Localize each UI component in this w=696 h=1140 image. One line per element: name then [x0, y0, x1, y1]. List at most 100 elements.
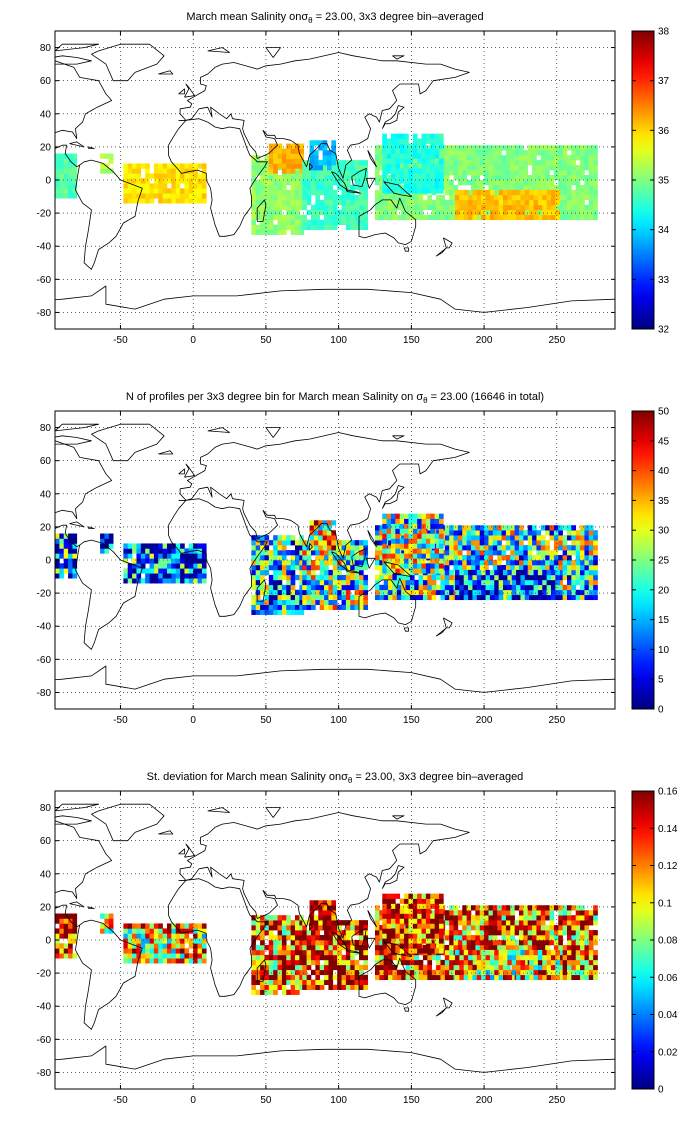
data-cell [332, 944, 338, 951]
data-cell [306, 180, 312, 186]
data-cell [542, 589, 547, 596]
data-cell [475, 170, 481, 176]
data-cell [523, 560, 529, 566]
data-cell [100, 168, 105, 174]
data-cell [488, 944, 494, 951]
data-cell [532, 940, 537, 946]
data-cell [425, 523, 431, 529]
data-cell [149, 953, 155, 959]
data-cell [399, 513, 405, 519]
data-cell [324, 964, 329, 971]
data-cell [468, 954, 473, 961]
colorbar-gradient [632, 31, 654, 329]
data-cell [434, 183, 440, 189]
data-cell [532, 170, 537, 176]
data-cell [488, 170, 494, 176]
data-cell [529, 199, 534, 206]
data-cell [332, 564, 338, 571]
data-cell [462, 540, 467, 546]
data-cell [264, 915, 270, 921]
data-cell [558, 214, 563, 221]
data-cell [299, 925, 305, 931]
data-cell [529, 189, 534, 196]
data-cell [359, 579, 364, 586]
data-cell [193, 558, 198, 564]
data-cell [363, 555, 369, 561]
data-cell [472, 569, 478, 576]
data-cell [523, 569, 529, 576]
data-cell [277, 944, 283, 951]
data-cell [302, 189, 307, 196]
data-cell [555, 189, 561, 196]
data-cell [277, 925, 283, 931]
data-cell [444, 574, 450, 581]
data-cell [562, 180, 568, 186]
data-cell [580, 974, 585, 981]
data-cell [302, 184, 307, 191]
data-cell [399, 188, 405, 194]
data-cell [123, 178, 129, 184]
data-cell [444, 560, 450, 566]
data-cell [162, 573, 168, 579]
data-cell [567, 214, 572, 221]
data-cell [286, 974, 291, 981]
data-cell [306, 920, 312, 926]
data-cell [488, 940, 494, 946]
data-cell [580, 545, 585, 551]
data-cell [386, 533, 392, 539]
data-cell [523, 170, 529, 176]
data-cell [201, 923, 207, 929]
data-cell [332, 584, 338, 591]
data-cell [396, 204, 402, 211]
data-cell [318, 525, 323, 531]
data-cell [409, 199, 415, 206]
data-cell [430, 178, 435, 184]
data-cell [449, 145, 454, 151]
data-cell [319, 170, 325, 176]
data-cell [337, 940, 342, 946]
data-cell [388, 204, 393, 211]
data-cell [444, 530, 450, 536]
coastline [309, 163, 313, 171]
data-cell [264, 944, 270, 951]
data-cell [423, 589, 428, 596]
data-cell [379, 214, 385, 221]
data-cell [290, 979, 296, 985]
data-cell [180, 573, 185, 579]
data-cell [337, 964, 342, 971]
data-cell [519, 920, 524, 926]
data-cell [498, 594, 504, 601]
data-cell [281, 974, 287, 981]
data-cell [466, 540, 472, 546]
data-cell [184, 948, 190, 954]
data-cell [519, 165, 524, 171]
data-cell [255, 560, 261, 566]
data-cell [295, 199, 300, 206]
data-cell [327, 150, 332, 156]
data-cell [201, 163, 207, 169]
data-cell [277, 194, 283, 201]
data-cell [286, 204, 291, 211]
data-cell [571, 175, 577, 181]
data-cell [162, 188, 168, 194]
data-cell [412, 533, 418, 539]
data-cell [332, 589, 338, 596]
data-cell [158, 188, 163, 194]
data-cell [408, 513, 414, 519]
data-cell [302, 560, 307, 566]
data-cell [290, 184, 296, 191]
data-cell [382, 148, 387, 154]
data-cell [315, 214, 321, 221]
data-cell [471, 920, 476, 926]
data-cell [468, 974, 473, 981]
data-cell [537, 589, 543, 596]
data-cell [488, 525, 494, 531]
data-cell [315, 974, 321, 981]
data-cell [363, 180, 369, 186]
data-cell [162, 953, 168, 959]
data-cell [479, 935, 485, 941]
data-cell [255, 604, 261, 610]
data-cell [153, 193, 159, 199]
data-cell [444, 959, 450, 966]
data-cell [197, 953, 203, 959]
